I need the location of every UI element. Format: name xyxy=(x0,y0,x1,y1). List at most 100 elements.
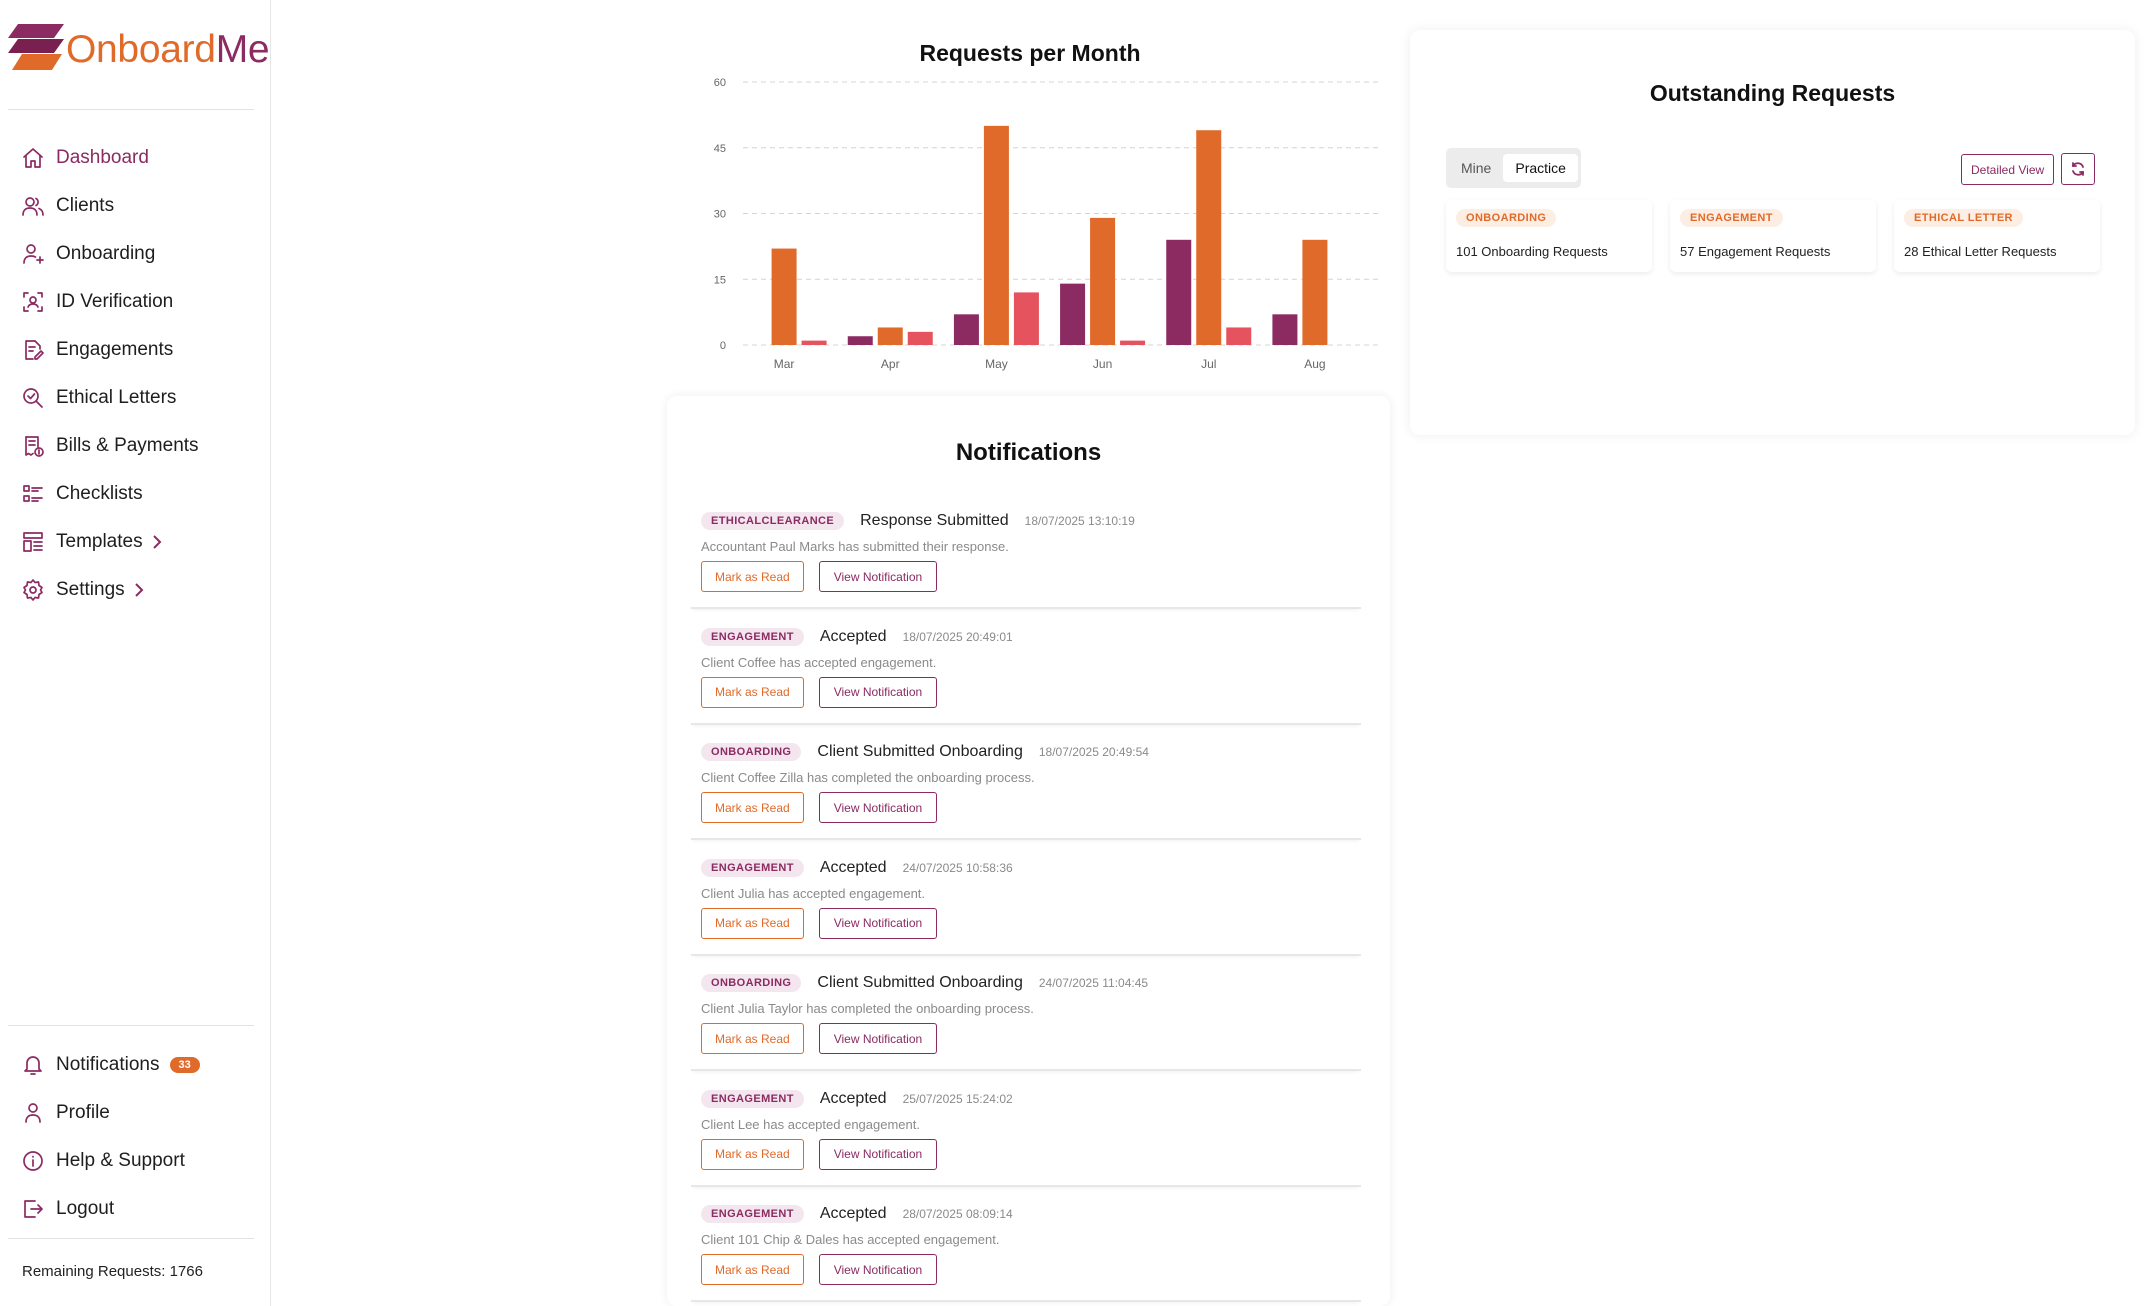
notification-timestamp: 24/07/2025 10:58:36 xyxy=(902,860,1013,875)
notification-title: Accepted xyxy=(819,858,887,876)
notification-header: ETHICALCLEARANCE Response Submitted 18/07/… xyxy=(701,511,1135,531)
main-nav: Dashboard Clients Onboarding ID Verifica… xyxy=(20,134,199,614)
receipt-icon xyxy=(20,433,46,459)
chart-bar[interactable] xyxy=(771,248,797,345)
sidebar-item-settings[interactable]: Settings xyxy=(20,566,199,614)
chart-bar[interactable] xyxy=(983,125,1009,345)
chart-bar[interactable] xyxy=(907,331,933,345)
sidebar-item-ethical-letters[interactable]: Ethical Letters xyxy=(20,374,199,422)
x-tick-label: Jul xyxy=(1201,357,1216,371)
notification-timestamp: 28/07/2025 08:09:14 xyxy=(902,1207,1013,1221)
sidebar-item-clients[interactable]: Clients xyxy=(20,182,199,230)
chart-bar[interactable] xyxy=(1013,292,1039,345)
view-notification-button[interactable]: View Notification xyxy=(818,676,938,708)
notification-timestamp: 18/07/2025 20:49:01 xyxy=(902,629,1013,644)
view-notification-button[interactable]: View Notification xyxy=(818,561,938,592)
sidebar-item-label: Dashboard xyxy=(56,147,149,168)
sidebar-item-label: Help & Support xyxy=(56,1150,185,1171)
request-count: 57 Engagement Requests xyxy=(1680,244,1831,259)
notification-title: Client Submitted Onboarding xyxy=(817,743,1023,760)
notification-description: Client Coffee has accepted engagement. xyxy=(701,654,937,670)
notification-item: ENGAGEMENT Accepted 28/07/2025 08:09:14 Cli… xyxy=(691,1198,1361,1302)
sidebar-item-label: Notifications xyxy=(56,1054,160,1075)
sidebar-item-profile[interactable]: Profile xyxy=(20,1089,200,1137)
chart-bar[interactable] xyxy=(1226,327,1252,345)
onboarding-requests-card[interactable]: ONBOARDING 101 Onboarding Requests xyxy=(1446,200,1652,272)
notification-title: Accepted xyxy=(819,1205,887,1222)
chart-bar[interactable] xyxy=(1120,340,1146,345)
toggle-mine[interactable]: Mine xyxy=(1461,160,1492,176)
refresh-button[interactable] xyxy=(2061,153,2095,185)
notification-type-tag: ONBOARDING xyxy=(701,743,802,761)
sidebar-item-dashboard[interactable]: Dashboard xyxy=(20,134,199,182)
notification-type-tag: ENGAGEMENT xyxy=(701,627,804,646)
chart-bar[interactable] xyxy=(1272,314,1298,345)
notification-title: Response Submitted xyxy=(860,512,1009,529)
sidebar-item-bills-payments[interactable]: Bills & Payments xyxy=(20,422,199,470)
notification-timestamp: 24/07/2025 11:04:45 xyxy=(1038,976,1149,990)
user-plus-icon xyxy=(20,241,46,267)
mark-as-read-button[interactable]: Mark as Read xyxy=(701,907,804,939)
ethical-letter-requests-card[interactable]: ETHICAL LETTER 28 Ethical Letter Request… xyxy=(1894,200,2100,272)
notification-actions: Mark as Read View Notification xyxy=(701,792,938,823)
chart-bar[interactable] xyxy=(801,340,827,345)
sidebar: OnboardMe Dashboard Clients Onboarding I… xyxy=(0,0,271,1306)
mark-as-read-button[interactable]: Mark as Read xyxy=(701,1254,804,1285)
notification-header: ONBOARDING Client Submitted Onboarding 24/… xyxy=(701,973,1148,993)
sidebar-item-engagements[interactable]: Engagements xyxy=(20,326,199,374)
chart-bar[interactable] xyxy=(1302,239,1328,345)
chart-bar[interactable] xyxy=(953,314,979,345)
remaining-requests: Remaining Requests: 1766 xyxy=(22,1263,203,1280)
checklist-icon xyxy=(20,481,46,507)
mark-as-read-button[interactable]: Mark as Read xyxy=(701,1138,804,1170)
sidebar-item-logout[interactable]: Logout xyxy=(20,1185,200,1233)
view-notification-button[interactable]: View Notification xyxy=(818,1254,938,1285)
sidebar-item-templates[interactable]: Templates xyxy=(20,518,199,566)
requests-chart: 0 15 30 45 60 Mar Apr May Jun Jul Aug Requests per… xyxy=(690,30,1380,380)
brand-name-part1: Onboard xyxy=(66,28,216,71)
mark-as-read-button[interactable]: Mark as Read xyxy=(701,792,804,823)
notification-description: Client Julia Taylor has completed the on… xyxy=(701,1001,1034,1016)
notification-header: ENGAGEMENT Accepted 24/07/2025 10:58:36 xyxy=(701,858,1013,878)
sidebar-item-label: Logout xyxy=(56,1198,115,1219)
chart-bar[interactable] xyxy=(1196,130,1222,345)
notification-count-badge: 33 xyxy=(169,1057,200,1073)
requests-chart-svg: 0 15 30 45 60 Mar Apr May Jun Jul Aug xyxy=(714,77,1380,371)
mark-as-read-button[interactable]: Mark as Read xyxy=(701,676,804,708)
sidebar-item-onboarding[interactable]: Onboarding xyxy=(20,230,199,278)
notification-type-tag: ENGAGEMENT xyxy=(701,1205,804,1223)
notifications-title: Notifications xyxy=(955,439,1102,466)
y-tick-label: 30 xyxy=(714,209,726,221)
mark-as-read-button[interactable]: Mark as Read xyxy=(701,1023,804,1054)
secondary-nav: Notifications 33 Profile Help & Support … xyxy=(20,1041,200,1233)
gear-icon xyxy=(20,577,46,603)
engagement-requests-card[interactable]: ENGAGEMENT 57 Engagement Requests xyxy=(1670,200,1876,272)
view-notification-button[interactable]: View Notification xyxy=(818,1023,938,1054)
chart-bar[interactable] xyxy=(877,327,903,345)
brand-name-part2: Me xyxy=(215,28,270,71)
mark-as-read-button[interactable]: Mark as Read xyxy=(701,561,804,592)
chart-bar[interactable] xyxy=(1090,217,1116,345)
home-icon xyxy=(20,145,46,171)
sidebar-item-notifications[interactable]: Notifications 33 xyxy=(20,1041,200,1089)
x-tick-label: Mar xyxy=(774,357,795,371)
chart-bar[interactable] xyxy=(1060,283,1086,345)
view-notification-button[interactable]: View Notification xyxy=(818,1138,938,1170)
chart-bar[interactable] xyxy=(1166,239,1192,345)
chart-bar[interactable] xyxy=(847,336,873,345)
sidebar-item-help-support[interactable]: Help & Support xyxy=(20,1137,200,1185)
sidebar-item-checklists[interactable]: Checklists xyxy=(20,470,199,518)
notification-description: Client Coffee Zilla has completed the on… xyxy=(701,770,1035,785)
notification-description: Client Lee has accepted engagement. xyxy=(701,1116,920,1132)
sidebar-item-id-verification[interactable]: ID Verification xyxy=(20,278,199,326)
toggle-practice[interactable]: Practice xyxy=(1503,154,1578,182)
view-notification-button[interactable]: View Notification xyxy=(818,907,938,939)
logo[interactable]: OnboardMe xyxy=(8,22,270,78)
y-tick-label: 60 xyxy=(714,77,726,89)
notification-actions: Mark as Read View Notification xyxy=(701,1254,938,1285)
notification-item: ONBOARDING Client Submitted Onboarding 24/… xyxy=(691,967,1361,1071)
detailed-view-button[interactable]: Detailed View xyxy=(1961,154,2055,185)
notification-header: ENGAGEMENT Accepted 18/07/2025 20:49:01 xyxy=(701,627,1013,647)
view-notification-button[interactable]: View Notification xyxy=(818,792,938,823)
